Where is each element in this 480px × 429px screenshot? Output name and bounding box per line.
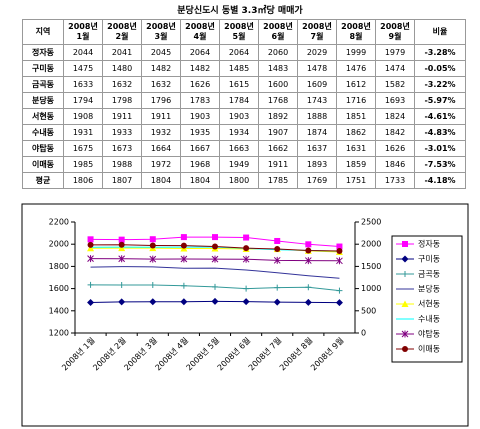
marker (180, 282, 187, 289)
marker (87, 298, 95, 306)
y2-tick-label: 1500 (361, 262, 381, 271)
y2-tick-label: 2000 (361, 240, 381, 249)
marker (87, 241, 94, 248)
marker (402, 241, 408, 247)
marker (211, 297, 219, 305)
legend-label: 수내동 (418, 315, 440, 324)
y-tick-label: 1800 (49, 262, 69, 271)
marker (273, 298, 281, 306)
marker (274, 245, 281, 252)
marker (274, 284, 281, 291)
table-cell: 1806 (63, 172, 103, 189)
table-cell: -7.53% (414, 156, 466, 173)
y2-tick-label: 0 (361, 329, 366, 338)
marker (180, 298, 188, 306)
y-tick-label: 1200 (49, 329, 69, 338)
marker (336, 257, 343, 265)
series-line (90, 266, 340, 279)
legend-label: 금곡동 (418, 270, 440, 279)
marker (212, 234, 218, 241)
marker (118, 236, 125, 243)
marker (243, 234, 250, 241)
table-cell: 2008년 5월 (219, 19, 259, 45)
marker (335, 299, 343, 307)
table-row: 지역 2008년 1월 2008년 2월 2008년 3월 2008년 4월 2008년 … (22, 19, 466, 45)
marker (180, 234, 187, 241)
marker (304, 298, 312, 306)
table-cell: 2008년 3월 (141, 19, 181, 45)
legend-label: 이매동 (418, 344, 440, 354)
y-tick-label: 1600 (49, 284, 69, 293)
marker (243, 245, 250, 252)
table-cell: 2008년 4월 (180, 19, 220, 45)
marker (402, 346, 408, 352)
marker (305, 284, 312, 291)
marker (118, 282, 125, 289)
y2-tick-label: 2500 (361, 218, 381, 227)
legend-label: 정자동 (418, 239, 440, 249)
marker (118, 241, 125, 248)
marker (87, 281, 94, 288)
marker (87, 244, 95, 252)
table-row: 금곡동 1633 1632 1632 1626 1615 1600 1609 1612 1582-… (22, 76, 466, 93)
marker (336, 287, 343, 294)
y2-tick-label: 1000 (361, 284, 381, 293)
legend-label: 서현동 (418, 300, 440, 309)
marker (211, 255, 219, 263)
table-cell: 2008년 7월 (297, 19, 337, 45)
marker (149, 255, 157, 263)
y2-tick-label: 500 (361, 306, 376, 315)
table-cell: 2008년 2월 (102, 19, 142, 45)
marker (87, 255, 94, 263)
table-row: 구미동 1475 1480 1482 1482 1485 1483 1478 1476 1474-… (22, 60, 466, 77)
table-row: 야탑동 1675 1673 1664 1667 1663 1662 1637 1631 1626-… (22, 140, 466, 157)
marker (305, 247, 312, 254)
marker (87, 236, 94, 243)
marker (149, 242, 156, 249)
table-row: 분당동 1794 1798 1796 1783 1784 1768 1743 1716 1693-… (22, 92, 466, 109)
marker (149, 282, 156, 289)
price-table: 지역 2008년 1월 2008년 2월 2008년 3월 2008년 4월 2008년 … (22, 19, 466, 189)
marker (402, 271, 408, 277)
marker (274, 237, 281, 244)
marker (304, 257, 312, 265)
marker (336, 248, 343, 255)
table-row: 정자동 2044 2041 2045 2064 2064 2060 2029 1999 1979-… (22, 44, 466, 61)
table-cell: 1751 (336, 172, 376, 189)
marker (180, 255, 188, 263)
marker (149, 298, 157, 306)
y-tick-label: 2000 (49, 240, 69, 249)
marker (401, 330, 409, 338)
marker (305, 241, 312, 248)
legend-label: 야탑동 (418, 329, 440, 339)
table-cell: 1807 (102, 172, 142, 189)
marker (242, 298, 250, 306)
marker (401, 300, 409, 307)
marker (212, 243, 218, 250)
marker (336, 243, 343, 250)
table-row: 서현동 1908 1911 1911 1903 1903 1892 1888 1851 1824-… (22, 108, 466, 125)
marker (401, 255, 409, 263)
page-title: 분당신도시 동별 3.3㎡당 매매가 (177, 6, 303, 16)
table-cell: 비율 (414, 19, 466, 45)
marker (149, 236, 156, 243)
marker (242, 255, 250, 263)
y-tick-label: 1400 (49, 306, 69, 315)
marker (118, 244, 126, 252)
marker (180, 242, 187, 249)
marker (118, 298, 126, 306)
table-cell: 평균 (22, 172, 64, 189)
legend-label: 분당동 (418, 284, 440, 294)
y-tick-label: 2200 (49, 218, 69, 227)
table-row: 평균 1806 1807 1804 1804 1800 1785 1769 1751 1733 -4… (22, 172, 466, 189)
table-cell: -4.18% (414, 172, 466, 189)
legend-label: 구미동 (418, 255, 440, 264)
marker (212, 283, 218, 290)
marker (118, 255, 126, 263)
marker (273, 256, 281, 264)
marker (243, 285, 250, 292)
table-row: 수내동 1931 1933 1932 1935 1934 1907 1874 1862 1842-… (22, 124, 466, 141)
